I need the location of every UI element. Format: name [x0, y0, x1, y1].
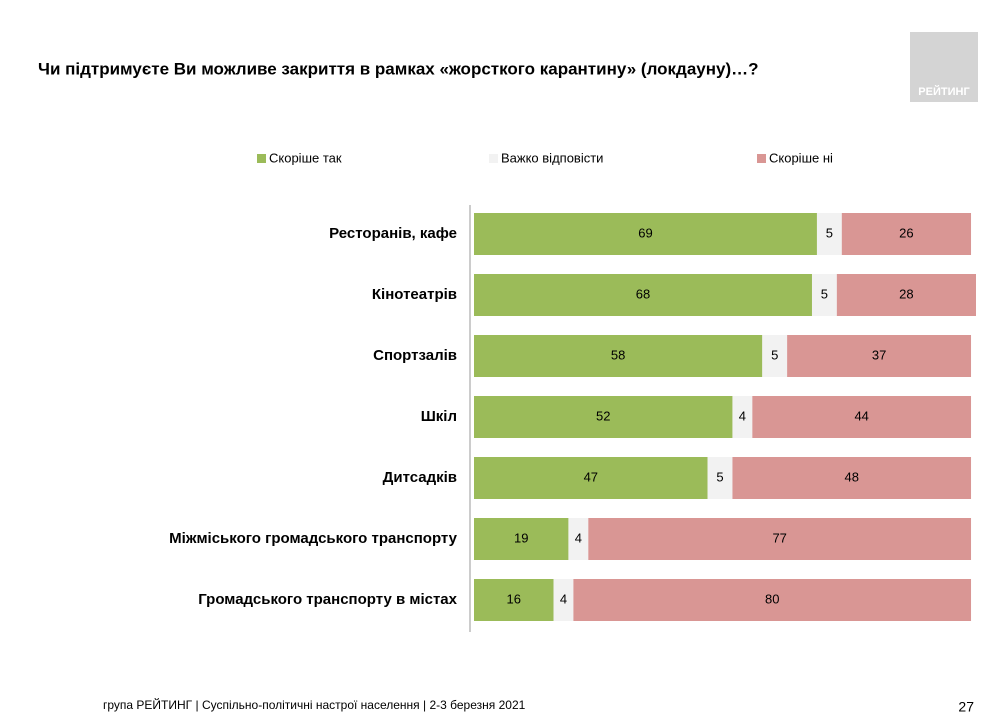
bar-segment — [811, 274, 837, 316]
bar-segment — [588, 518, 972, 560]
logo-text: РЕЙТИНГ — [918, 85, 970, 98]
chart-title: Чи підтримуєте Ви можливе закриття в рам… — [38, 59, 759, 78]
value-label: 80 — [765, 591, 779, 606]
category-label: Шкіл — [421, 408, 457, 425]
legend-swatch — [757, 154, 766, 163]
bar-segment — [841, 213, 972, 255]
bar-segment — [474, 396, 733, 438]
value-label: 26 — [899, 225, 913, 240]
bar-segment — [762, 335, 788, 377]
value-label: 47 — [584, 469, 598, 484]
value-label: 28 — [899, 286, 913, 301]
bar-segment — [474, 213, 817, 255]
bar-segment — [474, 335, 763, 377]
category-label: Кінотеатрів — [372, 286, 457, 303]
value-label: 4 — [575, 530, 582, 545]
bar-segment — [474, 518, 569, 560]
value-label: 69 — [638, 225, 652, 240]
category-label: Ресторанів, кафе — [329, 225, 457, 242]
bar-segment — [568, 518, 589, 560]
value-label: 16 — [507, 591, 521, 606]
category-label: Спортзалів — [373, 347, 457, 364]
category-label: Міжміського громадського транспорту — [169, 530, 457, 547]
value-label: 52 — [596, 408, 610, 423]
bar-segment — [474, 579, 554, 621]
value-label: 44 — [854, 408, 868, 423]
value-label: 4 — [560, 591, 567, 606]
bar-segment — [787, 335, 972, 377]
bar-segment — [732, 396, 753, 438]
category-label: Дитсадків — [383, 469, 457, 486]
bar-segment — [707, 457, 733, 499]
bar-segment — [836, 274, 976, 316]
value-label: 37 — [872, 347, 886, 362]
bar-segment — [553, 579, 574, 621]
category-label: Громадського транспорту в містах — [198, 591, 457, 608]
legend-swatch — [257, 154, 266, 163]
legend-swatch — [489, 154, 498, 163]
value-label: 5 — [821, 286, 828, 301]
value-label: 48 — [845, 469, 859, 484]
footer: група РЕЙТИНГ | Суспільно-політичні наст… — [103, 697, 526, 712]
value-label: 5 — [826, 225, 833, 240]
value-label: 77 — [772, 530, 786, 545]
legend-label: Важко відповісти — [501, 150, 603, 165]
value-label: 5 — [771, 347, 778, 362]
bar-segment — [474, 274, 812, 316]
legend-label: Скоріше так — [269, 150, 342, 165]
value-label: 58 — [611, 347, 625, 362]
bar-segment — [732, 457, 972, 499]
page-number: 27 — [958, 699, 974, 715]
bar-segment — [752, 396, 972, 438]
value-label: 4 — [739, 408, 746, 423]
bar-segment — [573, 579, 972, 621]
value-label: 5 — [716, 469, 723, 484]
legend-label: Скоріше ні — [769, 150, 833, 165]
value-label: 19 — [514, 530, 528, 545]
bar-segment — [474, 457, 708, 499]
value-label: 68 — [636, 286, 650, 301]
bar-segment — [816, 213, 842, 255]
logo-box — [910, 32, 978, 102]
